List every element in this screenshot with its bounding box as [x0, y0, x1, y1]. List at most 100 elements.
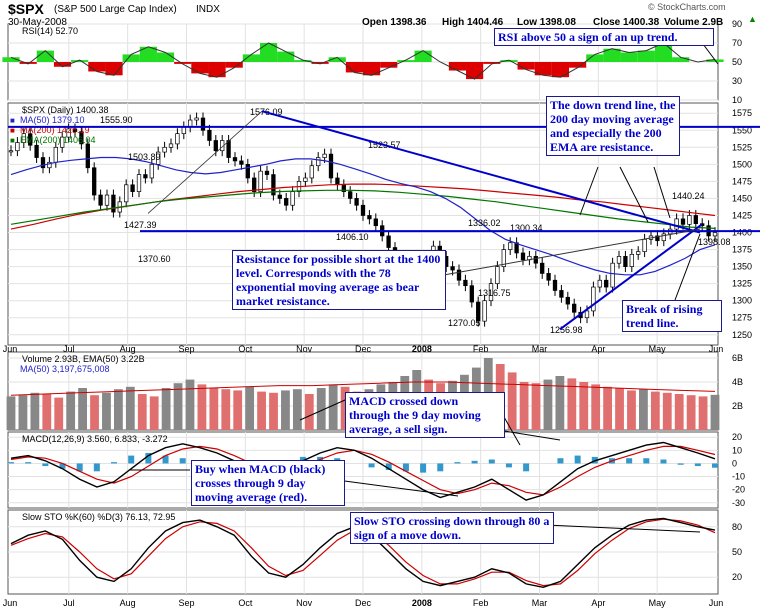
index-name: (S&P 500 Large Cap Index) — [54, 4, 177, 15]
y-tick-label: 1475 — [732, 176, 752, 186]
volume-bar — [257, 391, 266, 430]
price-candle-body — [565, 296, 570, 305]
x-tick-label: Oct — [238, 598, 253, 608]
volume-bar — [603, 386, 613, 430]
x-tick-label: Jul — [63, 598, 75, 608]
volume-bar — [30, 392, 40, 430]
x-tick-label: Aug — [120, 598, 136, 608]
legend-swatch: ■ — [10, 136, 15, 145]
x-tick-label: Dec — [355, 344, 372, 354]
volume-bar — [519, 382, 529, 430]
rsi-title: RSI(14) 52.70 — [22, 26, 78, 36]
price-candle-body — [181, 126, 186, 135]
price-candle-body — [85, 143, 90, 169]
rsi-fill-bar — [277, 51, 295, 62]
price-candle-body — [79, 131, 84, 145]
volume-bar — [173, 383, 183, 430]
volume-bar — [304, 394, 314, 430]
price-candle-body — [15, 142, 20, 152]
price-candle-body — [316, 157, 321, 167]
y-tick-label: 20 — [732, 572, 742, 582]
price-candle-body — [559, 290, 564, 298]
price-candle-body — [309, 165, 314, 179]
price-candle-body — [130, 184, 135, 192]
rsi-fill-bar — [328, 57, 346, 62]
copyright: © StockCharts.com — [648, 2, 726, 12]
x-tick-label: Nov — [296, 344, 313, 354]
price-candle-body — [284, 198, 289, 206]
price-point-label: 1406.10 — [336, 232, 369, 242]
price-candle-body — [642, 238, 647, 252]
volume-bar — [102, 392, 111, 430]
price-candle-body — [290, 191, 295, 206]
quote-close: Close 1400.38 — [593, 17, 660, 28]
rsi-fill-bar — [259, 43, 278, 62]
price-candle-body — [687, 215, 692, 225]
quote-high: High 1404.46 — [442, 17, 504, 28]
downtrend-annotation: The down trend line, the 200 day moving … — [546, 96, 680, 156]
macd-histogram-bar — [42, 463, 49, 467]
price-candle-body — [661, 233, 666, 242]
rsi-fill-bar — [569, 62, 587, 68]
rsi-annotation: RSI above 50 a sign of an up trend. — [494, 28, 714, 46]
rsi-fill-bar — [225, 62, 243, 68]
volume-bar — [54, 397, 64, 430]
volume-bar — [639, 389, 648, 430]
macd-histogram-bar — [420, 463, 427, 473]
x-tick-label: Apr — [591, 598, 605, 608]
macd-histogram-bar — [488, 459, 495, 464]
x-tick-label: Jun — [3, 344, 18, 354]
y-tick-label: 90 — [732, 19, 742, 29]
x-tick-label: Nov — [296, 598, 313, 608]
legend-swatch: ■ — [10, 126, 15, 135]
volume-title: Volume 2.93B, EMA(50) 3.22B — [22, 354, 145, 364]
rsi-fill-bar — [2, 57, 20, 62]
price-candle-body — [476, 301, 481, 322]
price-point-label: 1256.98 — [550, 325, 583, 335]
price-candle-body — [354, 198, 359, 206]
macd-histogram-bar — [574, 455, 581, 464]
volume-bar — [615, 388, 624, 430]
macd-histogram-bar — [145, 452, 152, 464]
up-arrow-icon: ▲ — [748, 14, 757, 24]
x-tick-label: Jun — [709, 344, 724, 354]
price-candle-body — [655, 235, 660, 242]
price-title: $SPX (Daily) 1400.38 — [22, 105, 109, 115]
price-candle-body — [21, 133, 26, 143]
volume-bar — [66, 391, 76, 430]
price-candle-body — [271, 174, 276, 196]
price-candle-body — [597, 279, 602, 288]
price-candle-body — [239, 160, 244, 165]
y-tick-label: 1575 — [732, 108, 752, 118]
y-tick-label: 70 — [732, 38, 742, 48]
macd-sell-annotation: MACD crossed down through the 9 day movi… — [345, 392, 505, 438]
volume-bar — [686, 395, 696, 430]
y-tick-label: -20 — [732, 485, 745, 495]
price-candle-body — [584, 310, 590, 319]
price-candle-body — [463, 279, 468, 287]
macd-histogram-bar — [59, 463, 66, 469]
price-candle-body — [546, 273, 551, 281]
price-candle-body — [680, 218, 686, 225]
y-tick-label: 1375 — [732, 245, 752, 255]
price-candle-body — [367, 215, 372, 220]
x-tick-label: Jun — [3, 598, 18, 608]
x-tick-label: Oct — [238, 344, 253, 354]
volume-bar — [245, 386, 255, 430]
y-tick-label: 6B — [732, 353, 743, 363]
y-tick-label: 1500 — [732, 159, 752, 169]
price-candle-body — [604, 279, 609, 288]
x-tick-label: Feb — [473, 598, 489, 608]
rsi-fill-bar — [551, 62, 570, 78]
price-candle-body — [636, 251, 641, 255]
y-tick-label: 1525 — [732, 142, 752, 152]
x-tick-label: Sep — [178, 598, 194, 608]
price-candle-body — [124, 184, 129, 203]
annotation-pointer — [653, 166, 671, 219]
price-point-label: 1440.24 — [672, 191, 705, 201]
annotation-pointer — [674, 233, 701, 301]
price-candle-body — [572, 303, 577, 313]
annotation-pointer — [336, 479, 459, 497]
y-tick-label: 10 — [732, 95, 742, 105]
